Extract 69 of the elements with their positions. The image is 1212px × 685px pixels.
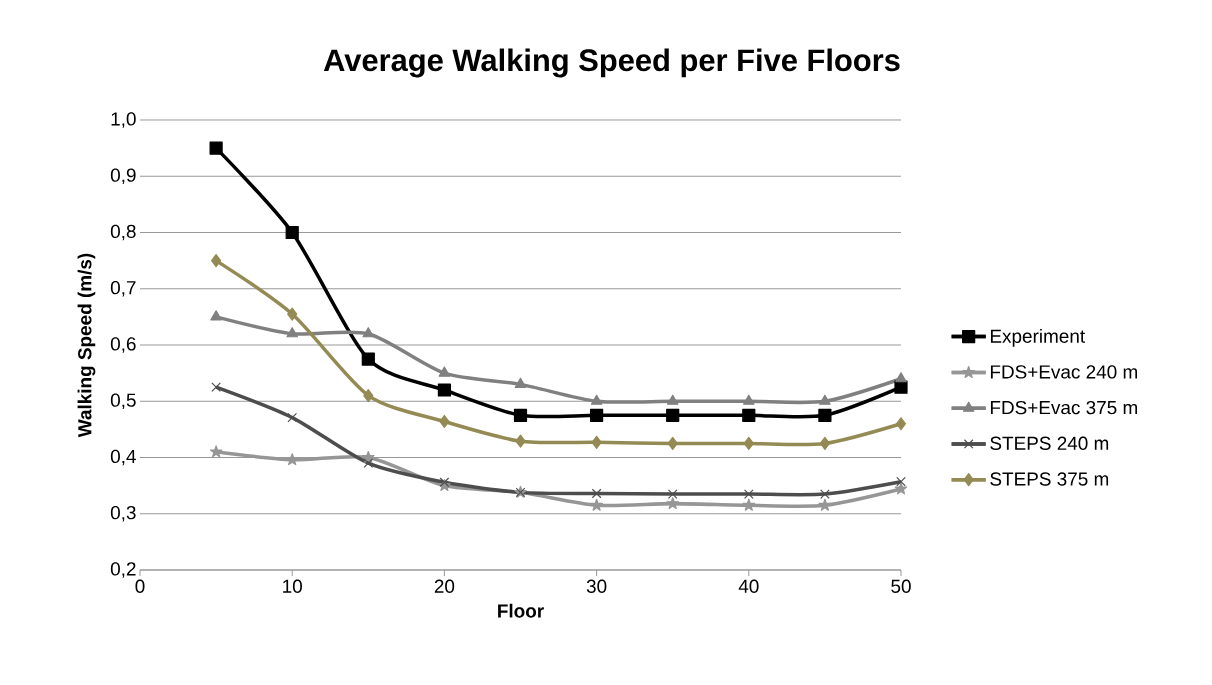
point (742, 408, 756, 422)
point (742, 498, 756, 511)
y-tick-label: 0,9 (110, 168, 136, 185)
point (361, 450, 375, 463)
chart-title: Average Walking Speed per Five Floors (323, 48, 900, 78)
point (287, 412, 298, 423)
point (287, 307, 298, 321)
point (286, 327, 298, 338)
x-tick-label: 10 (283, 579, 302, 593)
point (591, 435, 602, 449)
legend-label: FDS+Evac 240 m (990, 365, 1137, 379)
point (209, 141, 223, 155)
point (285, 225, 299, 240)
x-tick-label: 20 (434, 579, 455, 593)
point (514, 377, 527, 388)
point (210, 310, 222, 321)
point (819, 394, 831, 405)
point (818, 498, 832, 511)
point (590, 498, 603, 511)
legend-label: Experiment (990, 329, 1085, 347)
point (591, 488, 602, 499)
point (439, 414, 450, 429)
y-tick-label: 0,3 (110, 505, 136, 522)
y-tick-label: 0,6 (110, 337, 136, 353)
y-tick-label: 1,0 (111, 112, 136, 128)
point (667, 436, 678, 451)
point (666, 408, 680, 422)
y-tick-label: 0,7 (110, 280, 136, 297)
point (437, 383, 451, 397)
y-tick-label: 0,8 (110, 224, 136, 241)
legend-label: STEPS 375 m (990, 472, 1109, 486)
point (894, 380, 908, 394)
point (743, 436, 754, 451)
point (820, 489, 830, 499)
legend-label: FDS+Evac 375 m (990, 400, 1137, 415)
point (896, 476, 906, 487)
point (666, 497, 680, 510)
point (209, 445, 223, 458)
point (895, 372, 907, 383)
point (743, 489, 754, 499)
point (439, 477, 450, 488)
y-tick-label: 0,2 (110, 562, 136, 578)
y-tick-label: 0,4 (110, 449, 136, 466)
y-axis-title: Walking Speed (m/s) (77, 253, 96, 438)
point (819, 436, 830, 451)
point (515, 434, 526, 448)
point (666, 394, 679, 405)
point (894, 482, 908, 495)
point (513, 408, 528, 422)
point (590, 394, 603, 405)
x-tick-label: 40 (738, 579, 759, 593)
y-tick-label: 0,5 (110, 393, 136, 410)
point (438, 366, 451, 377)
point (590, 408, 604, 422)
x-axis-title: Floor (498, 603, 544, 618)
point (667, 489, 678, 499)
point (818, 408, 832, 422)
x-tick-label: 50 (891, 579, 911, 593)
point (363, 458, 374, 468)
x-tick-label: 30 (586, 579, 607, 593)
point (362, 327, 375, 338)
point (895, 417, 907, 431)
point (211, 254, 222, 268)
point (363, 389, 374, 403)
point (361, 352, 375, 366)
legend-label: STEPS 240 m (990, 436, 1109, 450)
point (211, 382, 221, 393)
point (743, 394, 755, 405)
x-tick-label: 0 (135, 579, 145, 593)
